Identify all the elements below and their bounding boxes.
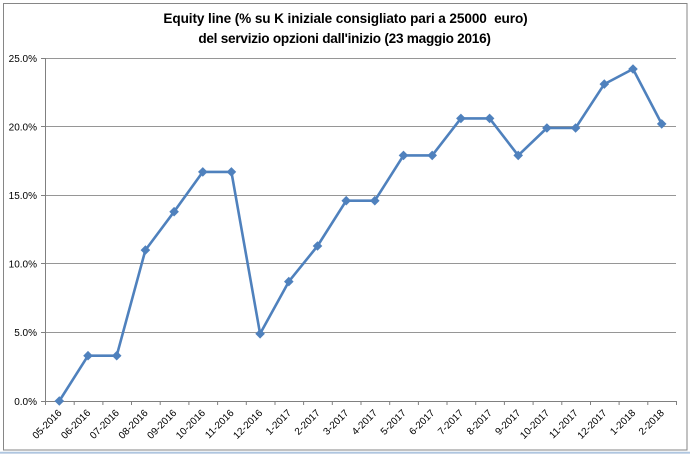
svg-text:del servizio opzioni dall'iniz: del servizio opzioni dall'inizio (23 mag… (198, 31, 490, 46)
svg-text:20.0%: 20.0% (9, 123, 37, 134)
svg-text:15.0%: 15.0% (9, 191, 37, 202)
svg-text:0.0%: 0.0% (14, 397, 37, 408)
svg-text:25.0%: 25.0% (9, 54, 37, 65)
svg-text:5.0%: 5.0% (14, 328, 37, 339)
svg-text:Equity line (% su K iniziale c: Equity line (% su K iniziale consigliato… (163, 11, 527, 26)
svg-text:10.0%: 10.0% (9, 260, 37, 271)
